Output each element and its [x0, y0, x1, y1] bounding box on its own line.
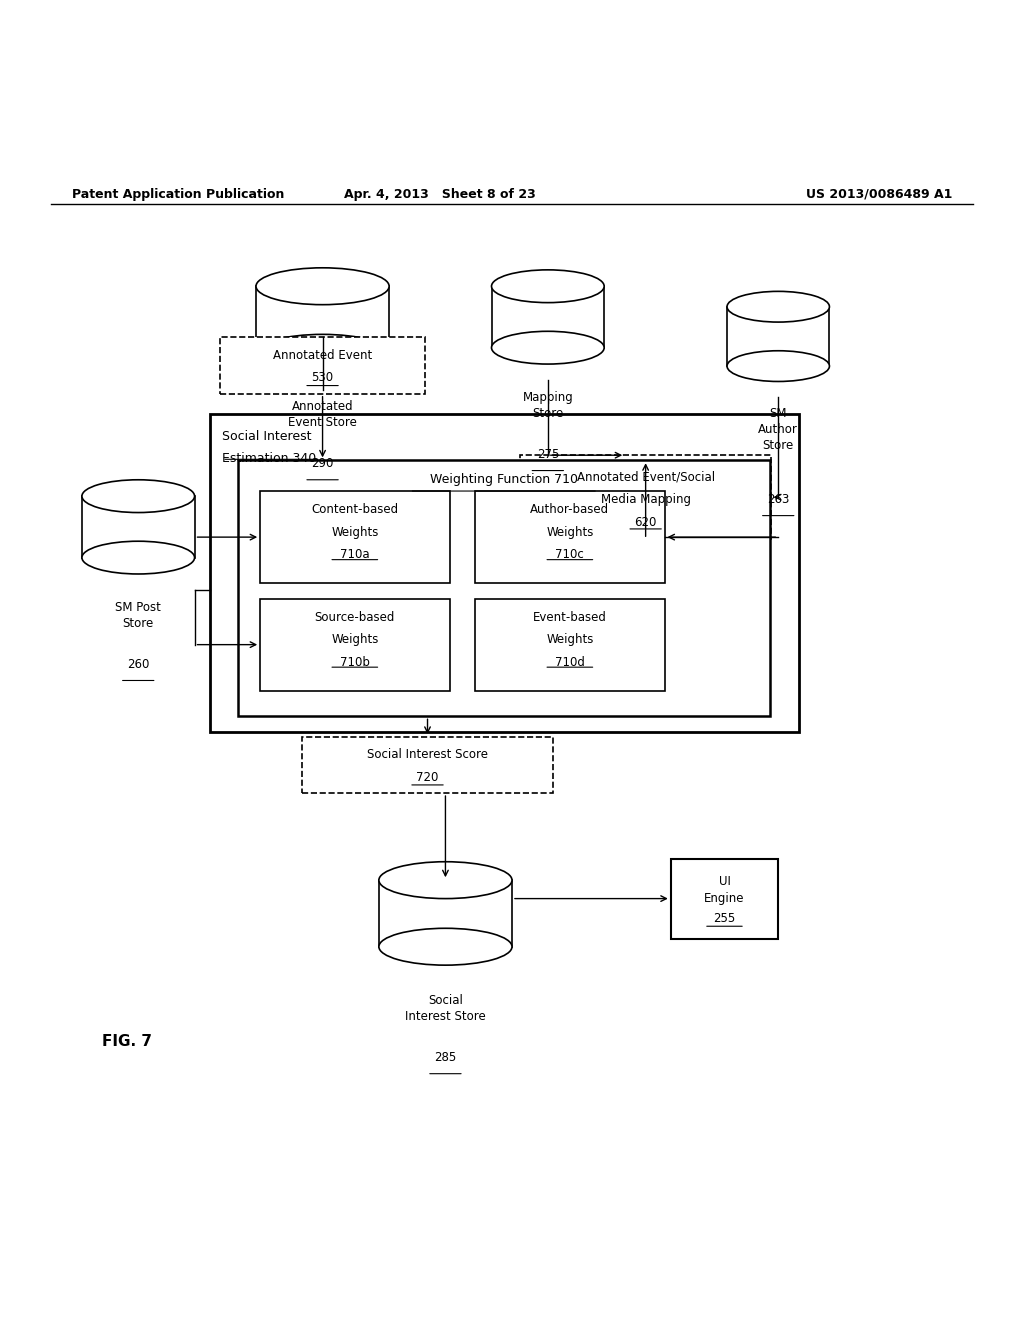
Text: Weighting Function 710: Weighting Function 710	[430, 473, 578, 486]
Text: Patent Application Publication: Patent Application Publication	[72, 187, 284, 201]
FancyBboxPatch shape	[260, 491, 450, 583]
Text: 285: 285	[434, 1051, 457, 1064]
Text: Content-based: Content-based	[311, 503, 398, 516]
Ellipse shape	[82, 479, 195, 512]
Text: Weights: Weights	[331, 634, 379, 647]
Text: Media Mapping: Media Mapping	[601, 494, 690, 506]
FancyBboxPatch shape	[302, 737, 553, 793]
Polygon shape	[82, 496, 195, 557]
Text: 530: 530	[311, 371, 334, 384]
Text: Author-based: Author-based	[530, 503, 609, 516]
Polygon shape	[256, 286, 389, 352]
Text: Annotated Event: Annotated Event	[273, 348, 372, 362]
Ellipse shape	[256, 334, 389, 371]
Text: 710d: 710d	[555, 656, 585, 669]
FancyBboxPatch shape	[475, 598, 665, 690]
Text: Social Interest: Social Interest	[222, 429, 311, 442]
Text: Mapping
Store: Mapping Store	[522, 391, 573, 420]
Text: 275: 275	[537, 447, 559, 461]
FancyBboxPatch shape	[520, 455, 771, 539]
Ellipse shape	[379, 928, 512, 965]
Text: 710b: 710b	[340, 656, 370, 669]
Text: UI: UI	[719, 875, 730, 887]
Text: Annotated
Event Store: Annotated Event Store	[288, 400, 357, 429]
FancyBboxPatch shape	[475, 491, 665, 583]
Ellipse shape	[727, 292, 829, 322]
Text: 720: 720	[417, 771, 438, 784]
Ellipse shape	[379, 862, 512, 899]
Ellipse shape	[82, 541, 195, 574]
Text: Annotated Event/Social: Annotated Event/Social	[577, 470, 715, 483]
Polygon shape	[727, 306, 829, 366]
Text: Weights: Weights	[331, 525, 379, 539]
Text: Weights: Weights	[546, 525, 594, 539]
Text: 710a: 710a	[340, 548, 370, 561]
Ellipse shape	[256, 268, 389, 305]
Text: Social
Interest Store: Social Interest Store	[406, 994, 485, 1023]
Polygon shape	[492, 286, 604, 347]
Polygon shape	[379, 880, 512, 946]
Text: Engine: Engine	[705, 892, 744, 906]
Text: US 2013/0086489 A1: US 2013/0086489 A1	[806, 187, 952, 201]
Text: Weights: Weights	[546, 634, 594, 647]
Text: 290: 290	[311, 457, 334, 470]
Text: 260: 260	[127, 657, 150, 671]
FancyBboxPatch shape	[220, 338, 425, 393]
Text: Apr. 4, 2013   Sheet 8 of 23: Apr. 4, 2013 Sheet 8 of 23	[344, 187, 537, 201]
Text: Event-based: Event-based	[532, 611, 607, 624]
Ellipse shape	[492, 331, 604, 364]
FancyBboxPatch shape	[260, 598, 450, 690]
Ellipse shape	[727, 351, 829, 381]
Text: 255: 255	[714, 912, 735, 925]
Text: 620: 620	[635, 516, 656, 528]
FancyBboxPatch shape	[238, 461, 770, 717]
Text: FIG. 7: FIG. 7	[102, 1034, 153, 1049]
Text: Estimation 340: Estimation 340	[222, 453, 316, 465]
Text: 710c: 710c	[555, 548, 585, 561]
Text: SM
Author
Store: SM Author Store	[759, 407, 798, 451]
FancyBboxPatch shape	[210, 414, 799, 731]
FancyBboxPatch shape	[671, 858, 778, 939]
Ellipse shape	[492, 269, 604, 302]
Text: SM Post
Store: SM Post Store	[116, 601, 161, 630]
Text: Source-based: Source-based	[314, 611, 395, 624]
Text: 263: 263	[767, 494, 790, 506]
Text: Social Interest Score: Social Interest Score	[367, 748, 488, 762]
